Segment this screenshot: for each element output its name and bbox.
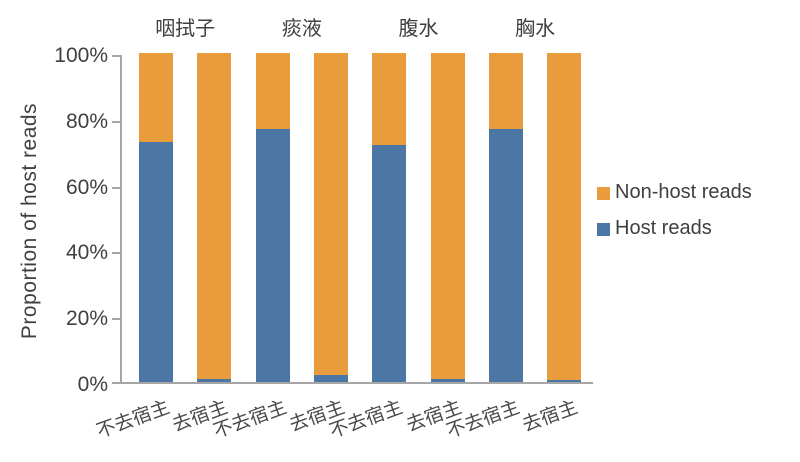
bar-stack [430,53,465,382]
bar-segment-non-host [197,53,232,379]
x-tick-label-text: 去宿主 [520,396,581,437]
plot-area: 100% 80% 60% 40% 20% 0% 咽拭子 痰液 腹水 胸水 不去宿主 去宿主 不去宿主… [54,18,593,443]
y-tick-label: 20% [65,307,108,331]
bar-stack [313,53,348,382]
y-tick-label: 60% [65,175,108,199]
bar-segment-non-host [488,53,523,129]
x-tick-label-text: 不去宿主 [93,396,173,443]
y-tick-mark [112,55,121,57]
y-tick-mark [112,252,121,255]
y-tick-label: 40% [65,241,108,265]
y-tick-mark [112,186,121,189]
bar-segment-non-host [255,53,290,129]
y-tick-mark [112,120,121,123]
y-axis-title: Proportion of host reads [18,102,41,340]
bar-segment-host [313,375,348,382]
legend-label-non-host-reads: Non-host reads [615,181,752,203]
bar-segment-host [547,380,582,382]
bar-stack [372,53,407,382]
legend: Non-host reads Host reads [597,181,752,240]
legend-label-host-reads: Host reads [615,217,712,239]
legend-item-host-reads: Host reads [597,217,752,240]
bar-stack [488,53,523,382]
y-tick-label: 0% [77,373,108,396]
group-label: 咽拭子 [155,18,216,40]
bar-segment-non-host [372,53,407,146]
bar-segment-host [488,128,523,382]
bar-segment-non-host [313,53,348,376]
bar-stack [139,53,173,382]
bar-segment-host [139,141,173,382]
y-tick-mark [112,382,121,384]
group-label: 痰液 [281,18,322,40]
y-tick-label: 80% [65,109,108,133]
bar-segment-host [197,378,232,382]
non-host-reads-swatch-icon [597,186,610,200]
bar-stack [547,53,582,382]
bar-stack [197,53,232,382]
bar-segment-non-host [139,53,173,142]
bar-segment-host [430,378,465,382]
group-label: 腹水 [398,18,439,40]
y-tick-mark [112,318,121,321]
bar-segment-non-host [547,53,582,381]
y-tick-label: 100% [54,44,108,67]
group-label: 胸水 [515,18,556,40]
host-reads-swatch-icon [597,222,610,236]
legend-item-non-host-reads: Non-host reads [597,181,752,204]
bar-stack [255,53,290,382]
bar-segment-host [255,128,290,382]
bar-segment-non-host [430,53,465,379]
bar-segment-host [372,145,407,382]
